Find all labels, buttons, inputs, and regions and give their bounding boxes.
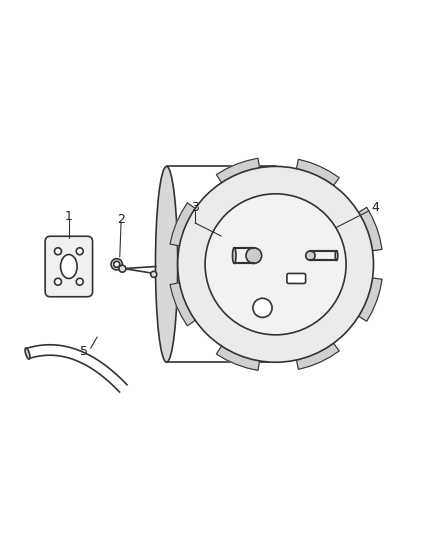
Text: 3: 3 xyxy=(191,201,199,214)
Ellipse shape xyxy=(335,251,338,260)
Circle shape xyxy=(306,251,315,260)
Polygon shape xyxy=(359,278,382,321)
Polygon shape xyxy=(297,159,339,185)
Polygon shape xyxy=(359,207,382,251)
Circle shape xyxy=(76,278,83,285)
Circle shape xyxy=(54,278,61,285)
FancyBboxPatch shape xyxy=(45,236,92,297)
Circle shape xyxy=(246,248,261,263)
Text: 4: 4 xyxy=(372,201,380,214)
FancyBboxPatch shape xyxy=(287,273,306,284)
Ellipse shape xyxy=(233,248,236,263)
Circle shape xyxy=(178,166,374,362)
Text: 5: 5 xyxy=(80,345,88,358)
Text: 2: 2 xyxy=(117,213,125,226)
Ellipse shape xyxy=(25,348,30,359)
Circle shape xyxy=(111,259,122,270)
Circle shape xyxy=(114,261,120,268)
Circle shape xyxy=(205,194,346,335)
Polygon shape xyxy=(297,343,339,369)
Polygon shape xyxy=(170,203,195,246)
Circle shape xyxy=(54,248,61,255)
Ellipse shape xyxy=(60,255,77,278)
Polygon shape xyxy=(170,283,195,326)
Polygon shape xyxy=(216,346,260,370)
Ellipse shape xyxy=(155,166,178,362)
Text: 1: 1 xyxy=(65,210,73,223)
Circle shape xyxy=(151,271,157,277)
Polygon shape xyxy=(216,158,260,183)
Circle shape xyxy=(76,248,83,255)
Circle shape xyxy=(119,265,126,272)
Circle shape xyxy=(253,298,272,318)
